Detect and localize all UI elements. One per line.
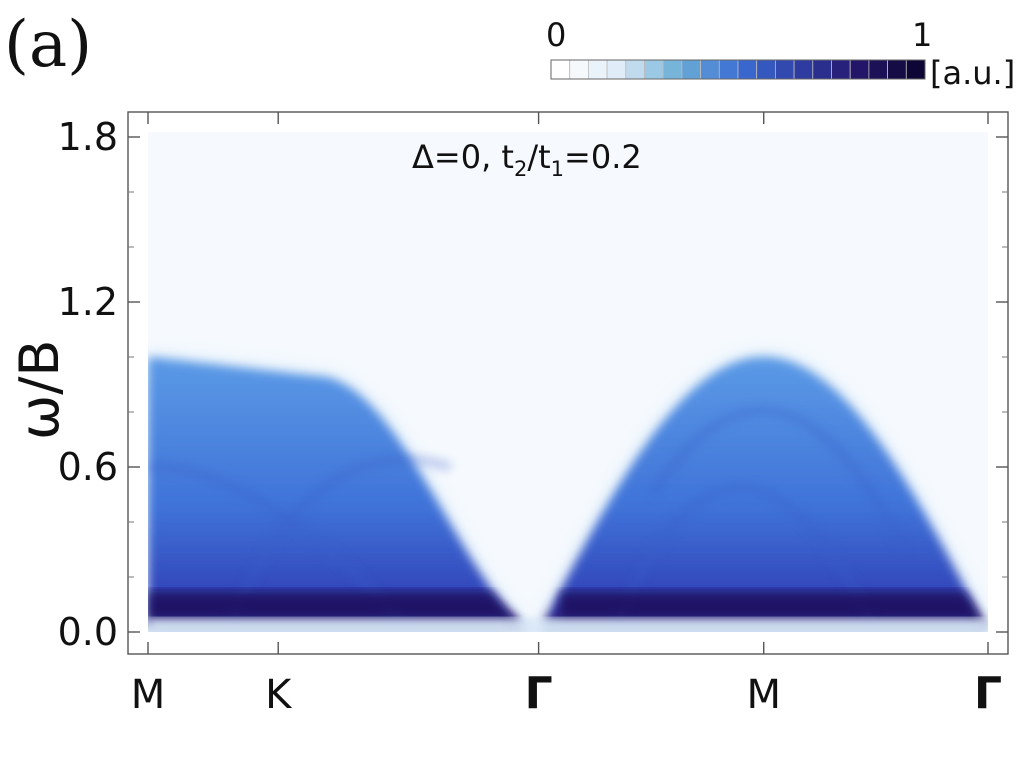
continuum-branch-line xyxy=(228,455,452,620)
colorbar-cell xyxy=(868,59,889,80)
colorbar-cell xyxy=(737,59,758,80)
y-axis-label: ω/B xyxy=(8,340,71,440)
continuum-branch-line xyxy=(148,462,403,622)
colorbar-cell xyxy=(681,59,702,80)
x-tick-label: Γ xyxy=(974,668,1002,719)
colorbar-cell xyxy=(644,59,664,80)
y-axis: 0.0 0.6 1.2 1.8 xyxy=(58,115,1008,654)
x-tick-label: M xyxy=(131,672,166,718)
magnon-continuum xyxy=(148,357,988,632)
annotation-sub-1: 1 xyxy=(551,157,564,181)
annotation-delta: Δ=0, t xyxy=(412,138,514,176)
colorbar-cell xyxy=(718,59,739,80)
continuum-branch-line xyxy=(614,483,874,621)
colorbar-unit: [a.u.] xyxy=(930,54,1015,92)
colorbar-cell xyxy=(887,59,907,80)
colorbar-cell xyxy=(588,59,608,80)
colorbar-cell xyxy=(812,59,832,80)
colorbar-cell xyxy=(849,59,870,80)
annotation-ratio: =0.2 xyxy=(564,138,642,176)
colorbar-cell xyxy=(700,59,720,80)
colorbar-cell xyxy=(625,59,645,80)
colorbar-cell xyxy=(550,59,571,80)
panel-label: (a) xyxy=(4,8,92,82)
annotation-sub-2: 2 xyxy=(514,157,527,181)
y-tick-label: 1.2 xyxy=(58,280,118,324)
y-tick-label: 0.6 xyxy=(58,445,118,489)
colorbar-cell xyxy=(831,59,851,80)
colorbar-max-label: 1 xyxy=(912,16,932,54)
colorbar xyxy=(550,59,926,80)
y-tick-label: 0.0 xyxy=(58,610,118,654)
colorbar-cell xyxy=(756,59,776,80)
colorbar-cell xyxy=(662,59,683,80)
bottom-light-strip xyxy=(148,618,988,632)
x-tick-label: Γ xyxy=(525,668,553,719)
annotation-slash-t: /t xyxy=(527,138,550,176)
colorbar-cell xyxy=(569,59,589,80)
continuum-branch-line xyxy=(648,406,908,552)
colorbar-cell xyxy=(775,59,795,80)
x-tick-label: M xyxy=(746,672,781,718)
colorbar-min-label: 0 xyxy=(546,16,566,54)
colorbar-cell xyxy=(905,59,926,80)
colorbar-cell xyxy=(606,59,627,80)
parameter-annotation: Δ=0, t2/t1=0.2 xyxy=(412,138,642,181)
low-energy-intensity-band xyxy=(148,590,518,626)
y-tick-label: 1.8 xyxy=(58,115,118,159)
colorbar-cell xyxy=(793,59,814,80)
colorbar-frame xyxy=(550,59,926,80)
spectral-intensity-map xyxy=(148,357,988,632)
x-tick-label: K xyxy=(265,672,293,718)
low-energy-intensity-band xyxy=(559,590,984,628)
